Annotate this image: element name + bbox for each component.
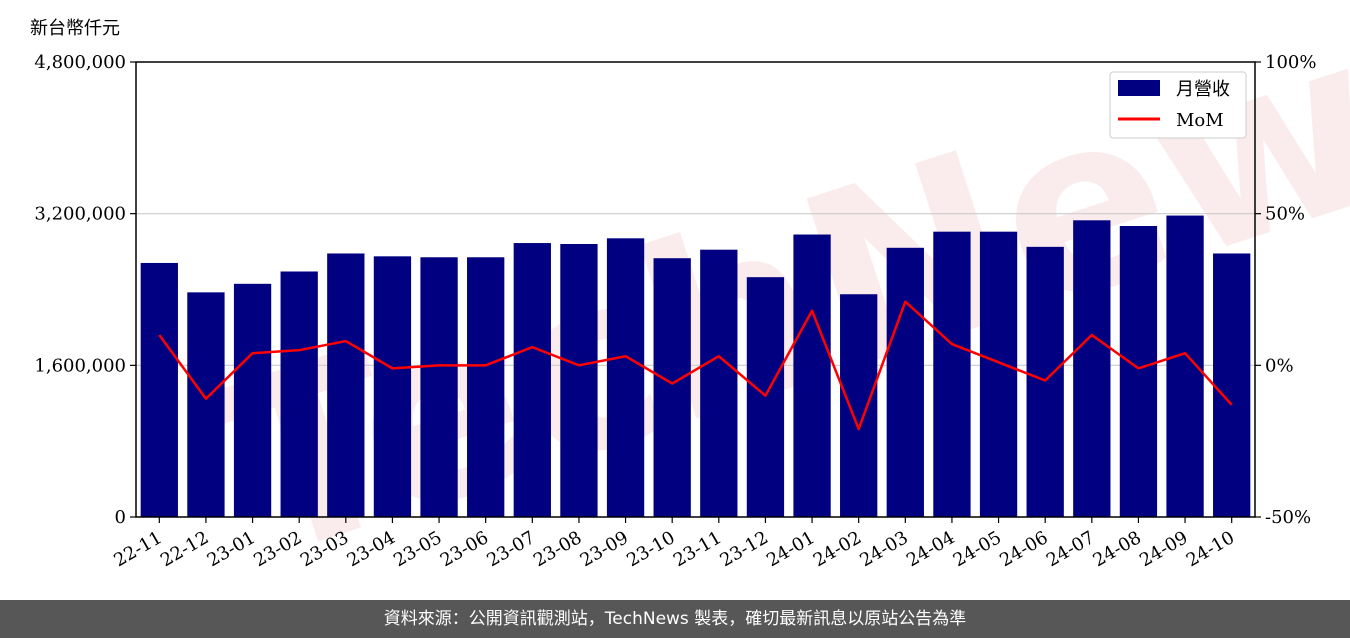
legend-label-mom: MoM	[1176, 110, 1224, 131]
right-tick-label: -50%	[1265, 507, 1311, 528]
bar-23-02	[280, 271, 318, 517]
bar-23-01	[233, 283, 272, 517]
bar-24-10	[1213, 253, 1251, 517]
bar-23-05	[420, 257, 458, 517]
x-tick-label: 23-09	[577, 527, 632, 571]
revenue-bars	[140, 215, 1251, 518]
bar-24-08	[1119, 225, 1158, 518]
mom-line	[158, 300, 1233, 431]
x-tick-label: 23-11	[670, 527, 725, 571]
mom-series-line	[158, 300, 1233, 431]
grid-lines	[136, 213, 1255, 366]
bar-23-04	[373, 256, 412, 517]
x-tick-label: 23-08	[530, 527, 585, 571]
x-tick-label: 23-12	[716, 527, 771, 571]
plot-area-frame	[135, 61, 1256, 518]
x-tick-label: 24-02	[810, 527, 865, 571]
right-tick-label: 50%	[1265, 204, 1305, 225]
bar-24-03	[886, 247, 924, 517]
x-tick-label: 24-08	[1089, 527, 1144, 571]
bar-22-12	[187, 292, 225, 517]
bar-23-11	[700, 249, 738, 517]
left-tick-label: 3,200,000	[34, 204, 126, 225]
left-tick-label: 0	[115, 507, 126, 528]
x-tick-label: 24-05	[950, 527, 1005, 571]
left-axis-ticks: 0 1,600,000 3,200,000 4,800,000	[34, 52, 136, 528]
bar-23-09	[606, 238, 645, 517]
bar-24-06	[1026, 246, 1064, 517]
bar-23-03	[327, 253, 365, 517]
bar-24-04	[933, 231, 971, 518]
bar-24-05	[979, 231, 1018, 518]
legend-swatch-bar	[1118, 80, 1160, 96]
y-axis-unit-label: 新台幣仟元	[30, 18, 120, 39]
bar-24-02	[840, 294, 878, 517]
right-tick-label: 0%	[1265, 355, 1294, 376]
bar-23-07	[513, 243, 551, 518]
x-tick-label: 24-06	[996, 527, 1051, 571]
legend-label-revenue: 月營收	[1176, 79, 1230, 100]
bar-23-12	[746, 277, 785, 517]
left-tick-label: 4,800,000	[34, 52, 126, 73]
x-tick-label: 24-10	[1183, 527, 1238, 571]
bar-23-08	[560, 244, 598, 517]
right-tick-label: 100%	[1265, 52, 1316, 73]
right-axis-ticks: -50% 0% 50% 100%	[1255, 52, 1316, 528]
left-tick-label: 1,600,000	[34, 355, 126, 376]
x-tick-label: 23-01	[204, 527, 259, 571]
x-tick-label: 24-07	[1043, 527, 1098, 571]
x-tick-label: 22-12	[157, 527, 212, 571]
x-tick-label: 24-01	[763, 527, 818, 571]
x-tick-label: 24-03	[856, 527, 911, 571]
bar-22-11	[140, 262, 178, 517]
bar-24-01	[793, 234, 831, 518]
x-tick-label: 24-04	[903, 527, 958, 571]
bar-24-07	[1073, 220, 1111, 518]
x-tick-label: 22-11	[110, 527, 165, 571]
legend: 月營收 MoM	[1109, 71, 1247, 139]
x-tick-label: 24-09	[1136, 527, 1191, 571]
source-footer: 資料來源：公開資訊觀測站，TechNews 製表，確切最新訊息以原站公告為準	[0, 600, 1350, 638]
x-tick-label: 23-10	[623, 527, 678, 571]
bar-23-06	[467, 257, 505, 517]
bar-23-10	[653, 258, 691, 517]
